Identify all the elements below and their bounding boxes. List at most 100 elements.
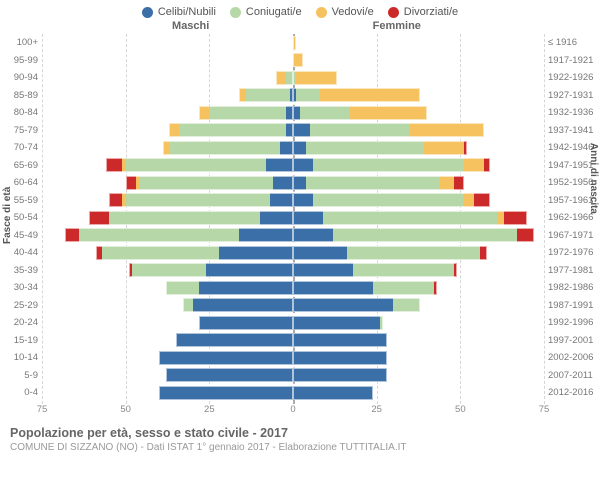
male-bar (42, 88, 293, 102)
age-label: 40-44 (0, 247, 42, 258)
bar-segment (310, 123, 410, 137)
bar-segment (293, 298, 393, 312)
bar-pair (42, 368, 544, 382)
x-tick: 75 (37, 404, 48, 415)
chart-subtitle: COMUNE DI SIZZANO (NO) - Dati ISTAT 1° g… (10, 442, 590, 453)
age-label: 5-9 (0, 370, 42, 381)
chart-title: Popolazione per età, sesso e stato civil… (10, 426, 590, 440)
bar-segment (484, 158, 491, 172)
age-row: 65-691947-1951 (0, 157, 600, 175)
x-tick: 0 (290, 404, 295, 415)
age-row: 25-291987-1991 (0, 297, 600, 315)
x-axis: 7550250255075 (0, 404, 600, 420)
female-bar (293, 281, 544, 295)
female-bar (293, 228, 544, 242)
legend-label: Coniugati/e (246, 6, 302, 18)
birth-label: 2002-2006 (544, 352, 600, 363)
birth-label: 1927-1931 (544, 90, 600, 101)
bar-segment (199, 316, 293, 330)
bar-segment (440, 176, 453, 190)
bar-pair (42, 123, 544, 137)
bar-segment (179, 123, 286, 137)
bar-segment (480, 246, 487, 260)
bar-segment (159, 386, 293, 400)
birth-label: 1932-1936 (544, 107, 600, 118)
male-bar (42, 176, 293, 190)
birth-label: 1987-1991 (544, 300, 600, 311)
male-bar (42, 281, 293, 295)
bar-pair (42, 158, 544, 172)
bar-segment (106, 158, 123, 172)
age-label: 70-74 (0, 142, 42, 153)
bar-segment (464, 158, 484, 172)
age-label: 30-34 (0, 282, 42, 293)
bar-pair (42, 228, 544, 242)
bar-segment (286, 106, 293, 120)
age-row: 90-941922-1926 (0, 69, 600, 87)
birth-label: 2012-2016 (544, 387, 600, 398)
bar-segment (350, 106, 427, 120)
bar-pair (42, 246, 544, 260)
bar-pair (42, 333, 544, 347)
bar-segment (293, 228, 333, 242)
bar-segment (79, 228, 240, 242)
birth-label: 1997-2001 (544, 335, 600, 346)
legend-swatch (142, 7, 153, 18)
bar-segment (434, 281, 437, 295)
bar-segment (424, 141, 464, 155)
bar-segment (293, 263, 353, 277)
bar-segment (313, 158, 464, 172)
male-bar (42, 333, 293, 347)
bar-segment (306, 176, 440, 190)
bar-segment (276, 71, 286, 85)
bar-segment (132, 263, 206, 277)
pyramid-chart: Fasce di età Anni di nascita 100+≤ 19169… (0, 34, 600, 420)
bar-segment (266, 158, 293, 172)
male-bar (42, 263, 293, 277)
bar-segment (199, 106, 209, 120)
female-bar (293, 53, 544, 67)
age-label: 85-89 (0, 90, 42, 101)
bar-segment (260, 211, 293, 225)
bar-segment (333, 228, 517, 242)
bar-pair (42, 53, 544, 67)
x-tick: 75 (539, 404, 550, 415)
bar-segment (280, 141, 293, 155)
age-label: 95-99 (0, 55, 42, 66)
bar-segment (286, 123, 293, 137)
chart-footer: Popolazione per età, sesso e stato civil… (0, 420, 600, 453)
bar-pair (42, 193, 544, 207)
bar-segment (497, 211, 504, 225)
age-row: 75-791937-1941 (0, 122, 600, 140)
bar-segment (517, 228, 534, 242)
legend-swatch (316, 7, 327, 18)
bar-segment (296, 88, 319, 102)
bar-segment (89, 211, 109, 225)
age-row: 50-541962-1966 (0, 209, 600, 227)
bar-segment (163, 141, 170, 155)
legend: Celibi/NubiliConiugati/eVedovi/eDivorzia… (0, 0, 600, 20)
bar-segment (293, 176, 306, 190)
male-bar (42, 228, 293, 242)
bar-segment (293, 193, 313, 207)
bar-segment (504, 211, 527, 225)
birth-label: 1922-1926 (544, 72, 600, 83)
bar-segment (239, 88, 246, 102)
bar-segment (464, 141, 467, 155)
bar-segment (380, 316, 383, 330)
bar-segment (273, 176, 293, 190)
bar-segment (353, 263, 453, 277)
y-axis-title-right: Anni di nascita (588, 143, 599, 214)
bar-segment (293, 106, 300, 120)
bar-segment (320, 88, 420, 102)
bar-segment (410, 123, 484, 137)
birth-label: 1917-1921 (544, 55, 600, 66)
age-row: 55-591957-1961 (0, 192, 600, 210)
male-bar (42, 351, 293, 365)
legend-swatch (230, 7, 241, 18)
bar-pair (42, 386, 544, 400)
bar-segment (270, 193, 293, 207)
female-bar (293, 386, 544, 400)
bar-segment (246, 88, 290, 102)
age-label: 65-69 (0, 160, 42, 171)
